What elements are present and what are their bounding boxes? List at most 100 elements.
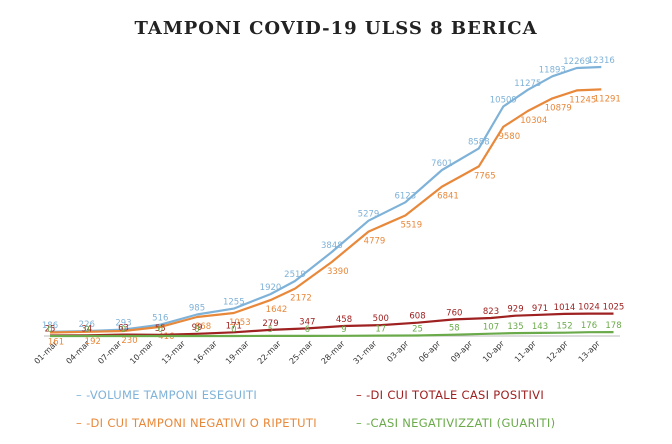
- data-label: 10509: [490, 96, 517, 106]
- data-label: 9: [341, 325, 346, 335]
- data-label: 0: [84, 325, 89, 335]
- data-label: 971: [532, 304, 548, 314]
- data-label: 4779: [364, 237, 386, 247]
- data-label: 11291: [594, 94, 621, 104]
- legend-label-positivi: -DI CUI TOTALE CASI POSITIVI: [366, 388, 545, 402]
- series-line-0: [49, 65, 602, 333]
- data-label: 99: [192, 323, 203, 333]
- data-label: 5: [268, 325, 273, 335]
- legend-item-volume: – -VOLUME TAMPONI ESEGUITI: [76, 388, 257, 402]
- x-tick-label: 03-apr: [385, 339, 410, 364]
- data-label: 143: [532, 322, 548, 332]
- legend-label-negativi: -DI CUI TAMPONI NEGATIVI O RIPETUTI: [86, 416, 317, 430]
- data-label: 5519: [400, 221, 422, 231]
- data-label: 176: [581, 321, 597, 331]
- data-label: 25: [45, 325, 56, 335]
- data-label: 279: [262, 319, 278, 329]
- data-label: 1014: [554, 303, 576, 313]
- data-label: 230: [121, 336, 137, 346]
- data-label: 3390: [327, 267, 349, 277]
- legend-marker-negativi: –: [76, 416, 83, 430]
- data-label: 25: [412, 325, 423, 335]
- data-label: 458: [336, 315, 352, 325]
- x-tick-label: 19-mar: [224, 339, 251, 366]
- data-label: 2172: [290, 294, 312, 304]
- legend-label-volume: -VOLUME TAMPONI ESEGUITI: [86, 388, 258, 402]
- data-label: 6: [305, 325, 310, 335]
- data-label: 868: [195, 322, 211, 332]
- data-label: 11893: [539, 65, 566, 75]
- data-label: 0: [121, 325, 126, 335]
- series-line-3: [50, 331, 614, 338]
- data-label: 178: [605, 321, 621, 331]
- legend-label-guariti: -CASI NEGATIVIZZATI (GUARITI): [366, 416, 556, 430]
- data-label: 347: [299, 317, 315, 327]
- data-label: 500: [373, 314, 389, 324]
- x-tick-label: 10-apr: [481, 339, 506, 364]
- data-label: 929: [507, 305, 523, 315]
- data-label: 192: [85, 337, 101, 347]
- data-label: 1642: [266, 305, 288, 315]
- data-label: 0: [47, 325, 52, 335]
- data-label: 63: [118, 324, 129, 334]
- data-label: 12316: [588, 56, 615, 66]
- data-label: 34: [81, 324, 92, 334]
- x-tick-label: 16-mar: [192, 339, 219, 366]
- x-tick-label: 13-mar: [160, 339, 187, 366]
- data-label: 11275: [514, 79, 541, 89]
- series-line-2: [49, 312, 614, 337]
- data-label: 8588: [468, 137, 490, 147]
- data-label: 0: [231, 325, 236, 335]
- x-tick-label: 06-apr: [417, 339, 442, 364]
- x-tick-label: 09-apr: [449, 339, 474, 364]
- data-label: 135: [507, 322, 523, 332]
- data-label: 107: [483, 323, 499, 333]
- legend-item-negativi: – -DI CUI TAMPONI NEGATIVI O RIPETUTI: [76, 416, 317, 430]
- x-tick-label: 13-apr: [577, 339, 602, 364]
- x-tick-label: 11-apr: [513, 339, 538, 364]
- data-label: 293: [115, 319, 131, 329]
- data-label: 58: [449, 324, 460, 334]
- data-label: 9580: [498, 132, 520, 142]
- data-label: 7601: [431, 159, 453, 169]
- data-label: 823: [483, 307, 499, 317]
- x-tick-label: 31-mar: [351, 339, 378, 366]
- x-tick-label: 25-mar: [288, 339, 315, 366]
- data-label: 1024: [578, 303, 600, 313]
- legend-item-guariti: – -CASI NEGATIVIZZATI (GUARITI): [356, 416, 555, 430]
- data-label: 171: [226, 321, 242, 331]
- x-tick-label: 12-apr: [545, 339, 570, 364]
- legend-marker-guariti: –: [356, 416, 363, 430]
- data-label: 1255: [223, 298, 245, 308]
- data-label: 0: [158, 325, 163, 335]
- chart-title: TAMPONI COVID-19 ULSS 8 BERICA: [134, 18, 538, 39]
- data-label: 11245: [569, 95, 596, 105]
- data-label: 985: [189, 304, 205, 314]
- data-label: 608: [409, 312, 425, 322]
- data-label: 0: [194, 325, 199, 335]
- data-label: 17: [375, 325, 386, 335]
- data-label: 186: [42, 321, 58, 331]
- data-label: 7765: [474, 171, 496, 181]
- legend-marker-volume: –: [76, 388, 83, 402]
- series-line-1: [49, 88, 602, 334]
- x-tick-label: 22-mar: [256, 339, 283, 366]
- data-label: 6841: [437, 192, 459, 202]
- legend-marker-positivi: –: [356, 388, 363, 402]
- data-label: 3848: [321, 241, 343, 251]
- data-label: 1053: [229, 318, 251, 328]
- data-label: 152: [556, 322, 572, 332]
- data-label: 12269: [563, 57, 590, 67]
- data-label: 1920: [260, 283, 282, 293]
- data-label: 226: [79, 320, 95, 330]
- x-tick-label: 28-mar: [320, 339, 347, 366]
- data-label: 6123: [394, 191, 416, 201]
- data-label: 55: [155, 324, 166, 334]
- data-label: 161: [48, 338, 64, 348]
- data-label: 760: [446, 308, 462, 318]
- data-label: 2519: [284, 270, 306, 280]
- data-label: 10304: [520, 116, 547, 126]
- data-label: 10879: [545, 103, 572, 113]
- data-label: 516: [152, 314, 168, 324]
